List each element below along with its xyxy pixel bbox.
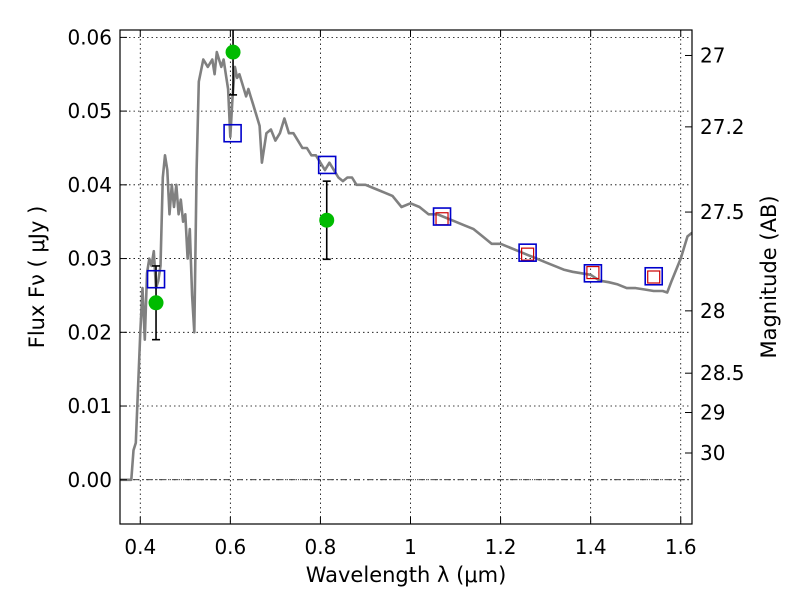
observed-point-2: [319, 212, 335, 228]
y2-tick-label-6: 30: [700, 441, 725, 465]
y-tick-label-2: 0.02: [67, 320, 112, 344]
y-tick-label-4: 0.04: [67, 173, 112, 197]
y-tick-label-3: 0.03: [67, 247, 112, 271]
model-broadband-square-3: [432, 207, 452, 226]
red-square-2: [586, 265, 600, 280]
y2-tick-label-5: 29: [700, 401, 725, 425]
x-axis-title: Wavelength λ (μm): [306, 563, 507, 587]
model-broadband-square-0: [146, 269, 166, 289]
observed-point-0: [148, 295, 164, 311]
model-sed-line: [120, 50, 692, 482]
y-axis-title: Flux Fν ( μJy ): [25, 206, 49, 349]
y2-tick-label-1: 27.2: [700, 115, 745, 139]
red-square-1: [521, 247, 535, 261]
x-tick-label-4: 1.2: [485, 535, 517, 559]
model-sed-layer: [120, 50, 692, 482]
model-broadband-layer: [146, 123, 664, 289]
x-tick-label-0: 0.4: [124, 535, 156, 559]
x-tick-label-2: 0.8: [305, 535, 337, 559]
red-square-3: [647, 270, 661, 284]
y2-axis-title: Magnitude (AB): [757, 195, 781, 358]
y2-tick-label-0: 27: [700, 43, 725, 67]
observed-points-layer: [148, 44, 335, 311]
y-tick-label-5: 0.05: [67, 99, 112, 123]
model-broadband-square-6: [644, 266, 664, 286]
plot-frame: [119, 29, 693, 525]
x-tick-label-6: 1.6: [665, 535, 697, 559]
y2-axis-ticks: 27 27.2 27.5 28 28.5 29 30: [685, 43, 745, 465]
x-tick-label-3: 1: [404, 535, 417, 559]
y2-tick-label-2: 27.5: [700, 200, 745, 224]
x-tick-label-1: 0.6: [214, 535, 246, 559]
model-broadband-square-4: [518, 243, 537, 262]
model-broadband-square-1: [223, 123, 242, 143]
y-tick-label-0: 0.00: [67, 468, 112, 492]
y2-tick-label-4: 28.5: [700, 361, 745, 385]
plot-area: [120, 30, 692, 482]
x-tick-label-5: 1.4: [575, 535, 607, 559]
model-broadband-square-2: [317, 155, 337, 175]
y-axis-ticks: 0.00 0.01 0.02 0.03 0.04 0.05 0.06: [67, 25, 127, 492]
model-broadband-square-5: [583, 264, 603, 283]
y-tick-label-1: 0.01: [67, 394, 112, 418]
y2-tick-label-3: 28: [700, 299, 725, 323]
observed-point-1: [225, 44, 241, 60]
x-axis-ticks: 0.4 0.6 0.8 1 1.2 1.4 1.6: [124, 30, 697, 559]
y-tick-label-6: 0.06: [67, 25, 112, 49]
